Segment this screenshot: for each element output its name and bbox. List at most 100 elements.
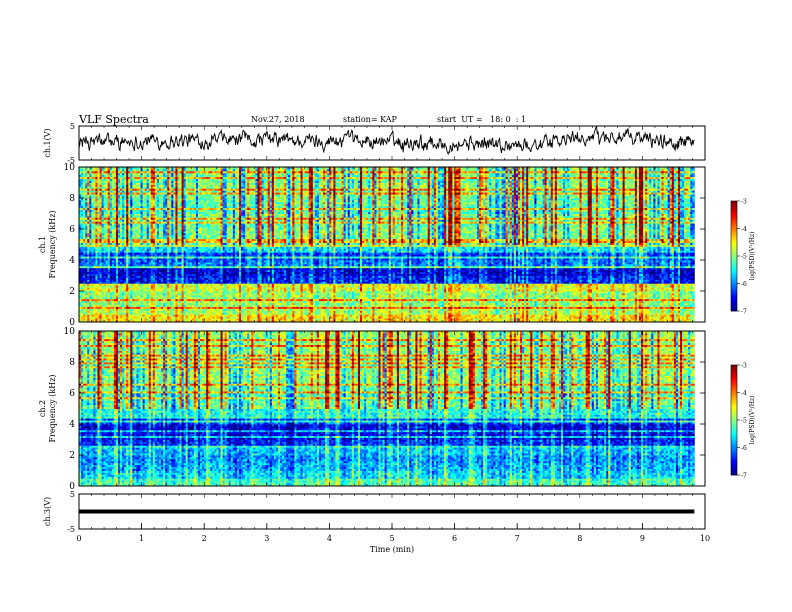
spectrogram-cell [589,312,593,315]
spectrogram-cell [280,318,283,321]
spectrogram-cell [374,310,377,313]
spectrogram-cell [686,318,689,321]
spectrogram-cell [462,320,466,323]
spectrogram-cell [466,310,470,313]
spectrogram-cell [600,316,603,319]
spectrogram-cell [647,312,650,315]
spectrogram-cell [224,318,228,321]
spectrogram-cell [669,316,673,319]
spectrogram-cell [435,318,439,321]
spectrogram-cell [226,308,230,311]
spectrogram-cell [232,314,236,317]
spectrogram-cell [415,320,418,323]
spectrogram-cell [458,314,461,317]
spectrogram-cell [302,310,306,313]
spectrogram-cell [499,314,502,317]
spectrogram-cell [113,320,117,323]
spectrogram-cell [156,312,160,315]
spectrogram-cell [206,312,209,315]
spectrogram-cell [431,314,435,317]
spectrogram-cell [435,314,439,317]
spectrogram-cell [606,320,609,323]
spectrogram-cell [238,318,242,321]
spectrogram-cell [212,312,215,315]
spectrogram-cell [669,320,673,323]
spectrogram-cell [440,310,443,313]
spectrogram-cell [308,314,312,317]
spectrogram-cell [661,312,664,315]
spectrogram-cell [214,310,217,313]
spectrogram-cell [649,316,652,319]
spectrogram-cell [587,310,591,313]
spectrogram-cell [228,308,232,311]
spectrogram-cell [169,310,172,313]
spectrogram-cell [552,310,556,313]
spectrogram-cell [491,314,494,317]
spectrogram-cell [437,316,441,319]
spectrogram-cell [165,316,168,319]
spectrogram-cell [296,314,299,317]
spectrogram-cell [247,320,250,323]
spectrogram-cell [448,310,451,313]
spectrogram-cell [171,318,174,321]
spectrogram-cell [341,312,344,315]
spectrogram-cell [150,318,154,321]
spectrogram-cell [269,310,273,313]
spectrogram-cell [481,310,484,313]
spectrogram-cell [314,314,318,317]
spectrogram-cell [491,310,494,313]
spectrogram-cell [548,314,552,317]
spectrogram-cell [392,316,396,319]
spectrogram-cell [120,318,123,321]
spectrogram-cell [384,316,388,319]
spectrogram-cell [113,308,117,311]
spectrogram-cell [173,316,176,319]
spectrogram-cell [152,316,156,319]
spectrogram-cell [267,310,271,313]
spectrogram-cell [327,318,330,321]
spectrogram-cell [581,310,584,313]
spectrogram-cell [546,310,550,313]
spectrogram-cell [489,310,492,313]
spectrogram-cell [485,318,488,321]
spectrogram-cell [89,310,92,313]
spectrogram-cell [509,318,513,321]
spectrogram-cell [271,308,275,311]
spectrogram-cell [474,320,478,323]
spectrogram-cell [452,310,455,313]
spectrogram-cell [417,320,420,323]
spectrogram-cell [261,310,265,313]
spectrogram-cell [481,320,484,323]
spectrogram-cell [284,316,287,319]
spectrogram-cell [501,314,504,317]
spectrogram-cell [468,320,472,323]
spectrogram-cell [243,316,246,319]
spectrogram-cell [341,314,344,317]
spectrogram-cell [286,312,289,315]
spectrogram-cell [91,320,94,323]
spectrogram-cell [183,320,187,323]
spectrogram-cell [530,320,533,323]
spectrogram-cell [663,314,667,317]
spectrogram-cell [171,320,174,323]
spectrogram-cell [126,310,129,313]
spectrogram-cell [394,316,398,319]
spectrogram-cell [382,320,386,323]
spectrogram-cell [167,314,170,317]
spectrogram-cell [140,310,143,313]
spectrogram-cell [585,316,589,319]
spectrogram-cell [284,318,287,321]
spectrogram-cell [154,312,158,315]
spectrogram-cell [337,318,340,321]
spectrogram-cell [329,316,332,319]
spectrogram-cell [343,320,347,323]
spectrogram-cell [109,308,113,311]
spectrogram-cell [269,318,273,321]
spectrogram-cell [181,320,185,323]
spectrogram-cell [282,316,285,319]
spectrogram-cell [257,318,260,321]
spectrogram-cell [429,318,433,321]
spectrogram-cell [632,316,636,319]
spectrogram-cell [269,314,273,317]
spectrogram-cell [423,310,427,313]
